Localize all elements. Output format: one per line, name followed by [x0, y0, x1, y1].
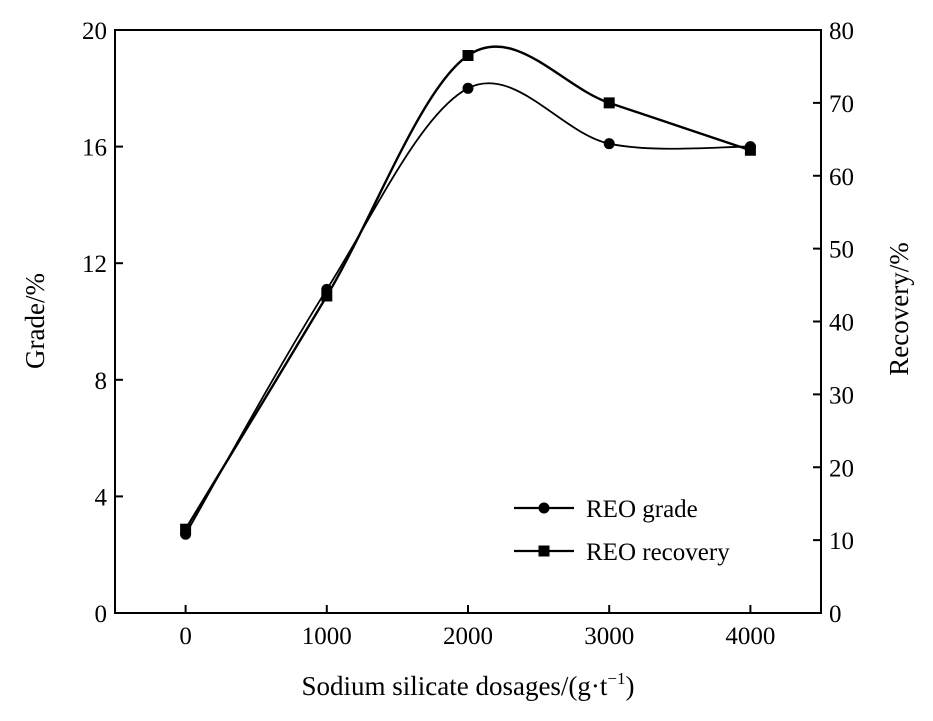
- right-y-tick-label: 60: [829, 164, 854, 191]
- left-y-tick-label: 20: [82, 18, 107, 45]
- reo-recovery-point: [462, 50, 474, 62]
- reo-grade-point: [603, 138, 615, 150]
- right-y-tick-label: 10: [829, 528, 854, 555]
- legend-grade-label: REO grade: [586, 496, 698, 523]
- reo-recovery-point: [180, 523, 192, 535]
- left-y-tick-label: 16: [82, 135, 107, 162]
- right-y-tick-label: 70: [829, 91, 854, 118]
- right-y-tick-label: 20: [829, 455, 854, 482]
- right-y-axis-label: Recovery/%: [884, 242, 914, 375]
- x-tick-label: 4000: [725, 623, 775, 650]
- right-y-tick-label: 80: [829, 18, 854, 45]
- x-tick-label: 1000: [302, 623, 352, 650]
- reo-recovery-point: [744, 144, 756, 156]
- x-axis-label: Sodium silicate dosages/(g·t−1): [301, 669, 634, 701]
- reo-grade-line: [184, 82, 751, 535]
- reo-recovery-point: [321, 290, 333, 302]
- right-y-tick-label: 0: [829, 601, 842, 628]
- x-tick-label: 3000: [584, 623, 634, 650]
- right-y-axis-ticks: 0 10 20 30 40 50 60 70 80: [813, 18, 854, 628]
- legend-recovery-label: REO recovery: [586, 539, 730, 566]
- right-y-tick-label: 30: [829, 382, 854, 409]
- left-y-tick-label: 4: [95, 484, 108, 511]
- right-y-tick-label: 40: [829, 310, 854, 337]
- left-y-tick-label: 0: [95, 601, 108, 628]
- reo-grade-point: [462, 82, 474, 94]
- left-y-axis-label: Grade/%: [20, 273, 50, 369]
- right-y-tick-label: 50: [829, 237, 854, 264]
- series-layer: [180, 45, 756, 540]
- x-axis-ticks: 0 1000 2000 3000 4000: [179, 605, 775, 650]
- x-tick-label: 2000: [443, 623, 493, 650]
- left-y-tick-label: 8: [95, 368, 108, 395]
- left-y-tick-label: 12: [82, 251, 107, 278]
- legend-recovery-marker: [538, 545, 550, 557]
- legend: REO grade REO recovery: [514, 496, 730, 566]
- reo-recovery-line: [184, 45, 751, 530]
- left-y-axis-ticks: 0 4 8 12 16 20: [82, 18, 123, 628]
- reo-recovery-point: [603, 97, 615, 109]
- legend-grade-marker: [538, 502, 550, 514]
- plot-frame: [114, 29, 822, 614]
- x-tick-label: 0: [179, 623, 192, 650]
